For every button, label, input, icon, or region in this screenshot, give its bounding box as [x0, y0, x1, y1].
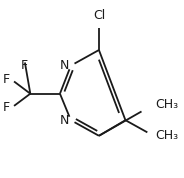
Text: CH₃: CH₃	[155, 98, 178, 111]
Text: N: N	[60, 114, 69, 127]
Text: F: F	[21, 59, 28, 72]
Text: CH₃: CH₃	[155, 129, 178, 142]
Text: N: N	[60, 59, 69, 72]
Text: Cl: Cl	[93, 9, 105, 22]
Text: F: F	[3, 73, 10, 86]
Text: F: F	[3, 101, 10, 114]
